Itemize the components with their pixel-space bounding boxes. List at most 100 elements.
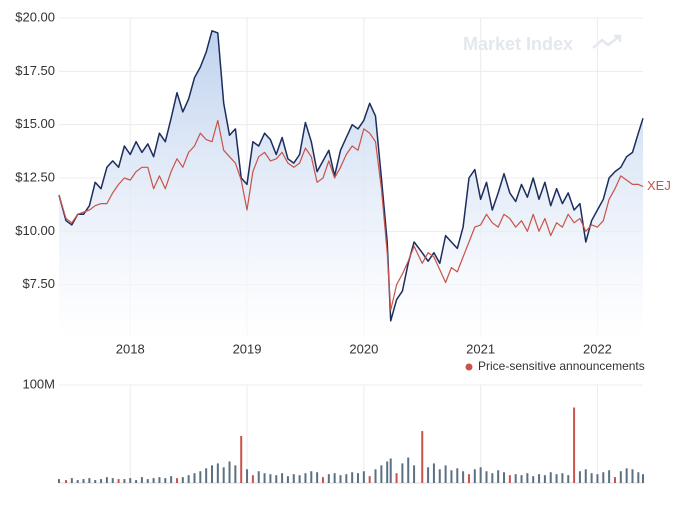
y-tick-label: 100M [22, 376, 55, 391]
volume-bar [246, 469, 249, 483]
legend-dot [465, 363, 473, 371]
y-tick-label: $10.00 [15, 223, 55, 238]
volume-bar [401, 463, 404, 483]
volume-bar [514, 474, 517, 483]
volume-bar [292, 474, 295, 483]
volume-bar [310, 471, 313, 483]
x-tick-label: 2020 [349, 341, 378, 356]
legend-label: Price-sensitive announcements [478, 359, 645, 373]
volume-bar [432, 463, 435, 483]
volume-bar [281, 473, 284, 483]
volume-bar [462, 471, 465, 483]
volume-bar [298, 475, 301, 483]
volume-bar [123, 479, 126, 483]
x-tick-label: 2021 [466, 341, 495, 356]
volume-bar [608, 470, 611, 483]
y-tick-label: $17.50 [15, 63, 55, 78]
volume-bar [58, 479, 60, 483]
volume-bar [111, 478, 114, 483]
volume-bar [613, 477, 616, 483]
volume-bar [413, 465, 416, 483]
volume-bar [234, 465, 237, 483]
volume-bar [199, 471, 202, 483]
volume-bar [438, 469, 441, 483]
volume-bar [82, 479, 85, 483]
volume-bar [135, 480, 138, 483]
volume-bar [140, 477, 143, 483]
watermark: Market Index [463, 34, 573, 54]
volume-bar [561, 473, 564, 483]
series-end-label: XEJ [647, 178, 671, 193]
volume-bar [395, 473, 398, 483]
volume-bar [374, 469, 377, 483]
volume-bar [467, 474, 470, 483]
volume-bar [228, 461, 231, 483]
y-tick-label: $12.50 [15, 169, 55, 184]
volume-bar [263, 473, 266, 483]
x-tick-label: 2018 [116, 341, 145, 356]
volume-bar [421, 431, 424, 483]
volume-bar [327, 474, 330, 483]
volume-bar [222, 467, 225, 483]
y-tick-label: $20.00 [15, 9, 55, 24]
x-tick-label: 2019 [233, 341, 262, 356]
volume-bar [479, 467, 482, 483]
volume-bar [362, 471, 365, 483]
price-area [59, 30, 643, 339]
volume-bar [193, 473, 196, 483]
volume-bar [642, 474, 644, 483]
volume-bar [146, 479, 149, 483]
volume-bar [164, 478, 167, 483]
volume-bar [257, 471, 260, 483]
volume-bar [473, 469, 476, 483]
volume-bar [538, 474, 541, 483]
volume-bar [532, 476, 535, 483]
volume-bar [407, 457, 410, 483]
volume-bar [205, 468, 208, 483]
x-tick-label: 2022 [583, 341, 612, 356]
volume-bar [584, 469, 587, 483]
volume-bar [88, 478, 91, 483]
volume-bar [70, 478, 73, 483]
price-line [58, 119, 644, 311]
volume-bar [380, 465, 383, 483]
volume-bar [357, 473, 360, 483]
volume-bar [158, 477, 161, 483]
y-tick-label: $7.50 [22, 276, 55, 291]
price-line [58, 30, 644, 322]
volume-bar [286, 476, 289, 483]
volume-bar [520, 475, 523, 483]
volume-bar [170, 476, 173, 483]
volume-bar [549, 472, 552, 483]
volume-bar [211, 465, 214, 483]
volume-bar [596, 474, 599, 483]
volume-bar [573, 407, 576, 483]
volume-bar [637, 472, 640, 483]
volume-bar [275, 475, 278, 483]
volume-bar [187, 475, 190, 483]
y-tick-label: $15.00 [15, 116, 55, 131]
volume-bar [345, 474, 348, 483]
volume-bar [333, 473, 336, 483]
volume-bar [94, 480, 97, 483]
volume-bar [389, 458, 392, 483]
volume-bar [508, 475, 511, 483]
volume-bar [526, 473, 529, 483]
volume-bar [100, 479, 103, 483]
volume-bar [105, 477, 108, 483]
volume-bar [503, 472, 506, 483]
volume-bar [590, 473, 593, 483]
volume-bar [304, 473, 307, 483]
volume-bar [251, 475, 254, 483]
volume-bar [543, 475, 546, 483]
volume-bar [321, 477, 324, 483]
volume-bar [76, 480, 79, 483]
volume-bar [631, 469, 634, 483]
volume-bar [450, 470, 453, 483]
volume-bar [368, 476, 371, 483]
volume-bar [339, 475, 342, 483]
volume-bar [497, 470, 500, 483]
volume-bar [567, 475, 570, 483]
